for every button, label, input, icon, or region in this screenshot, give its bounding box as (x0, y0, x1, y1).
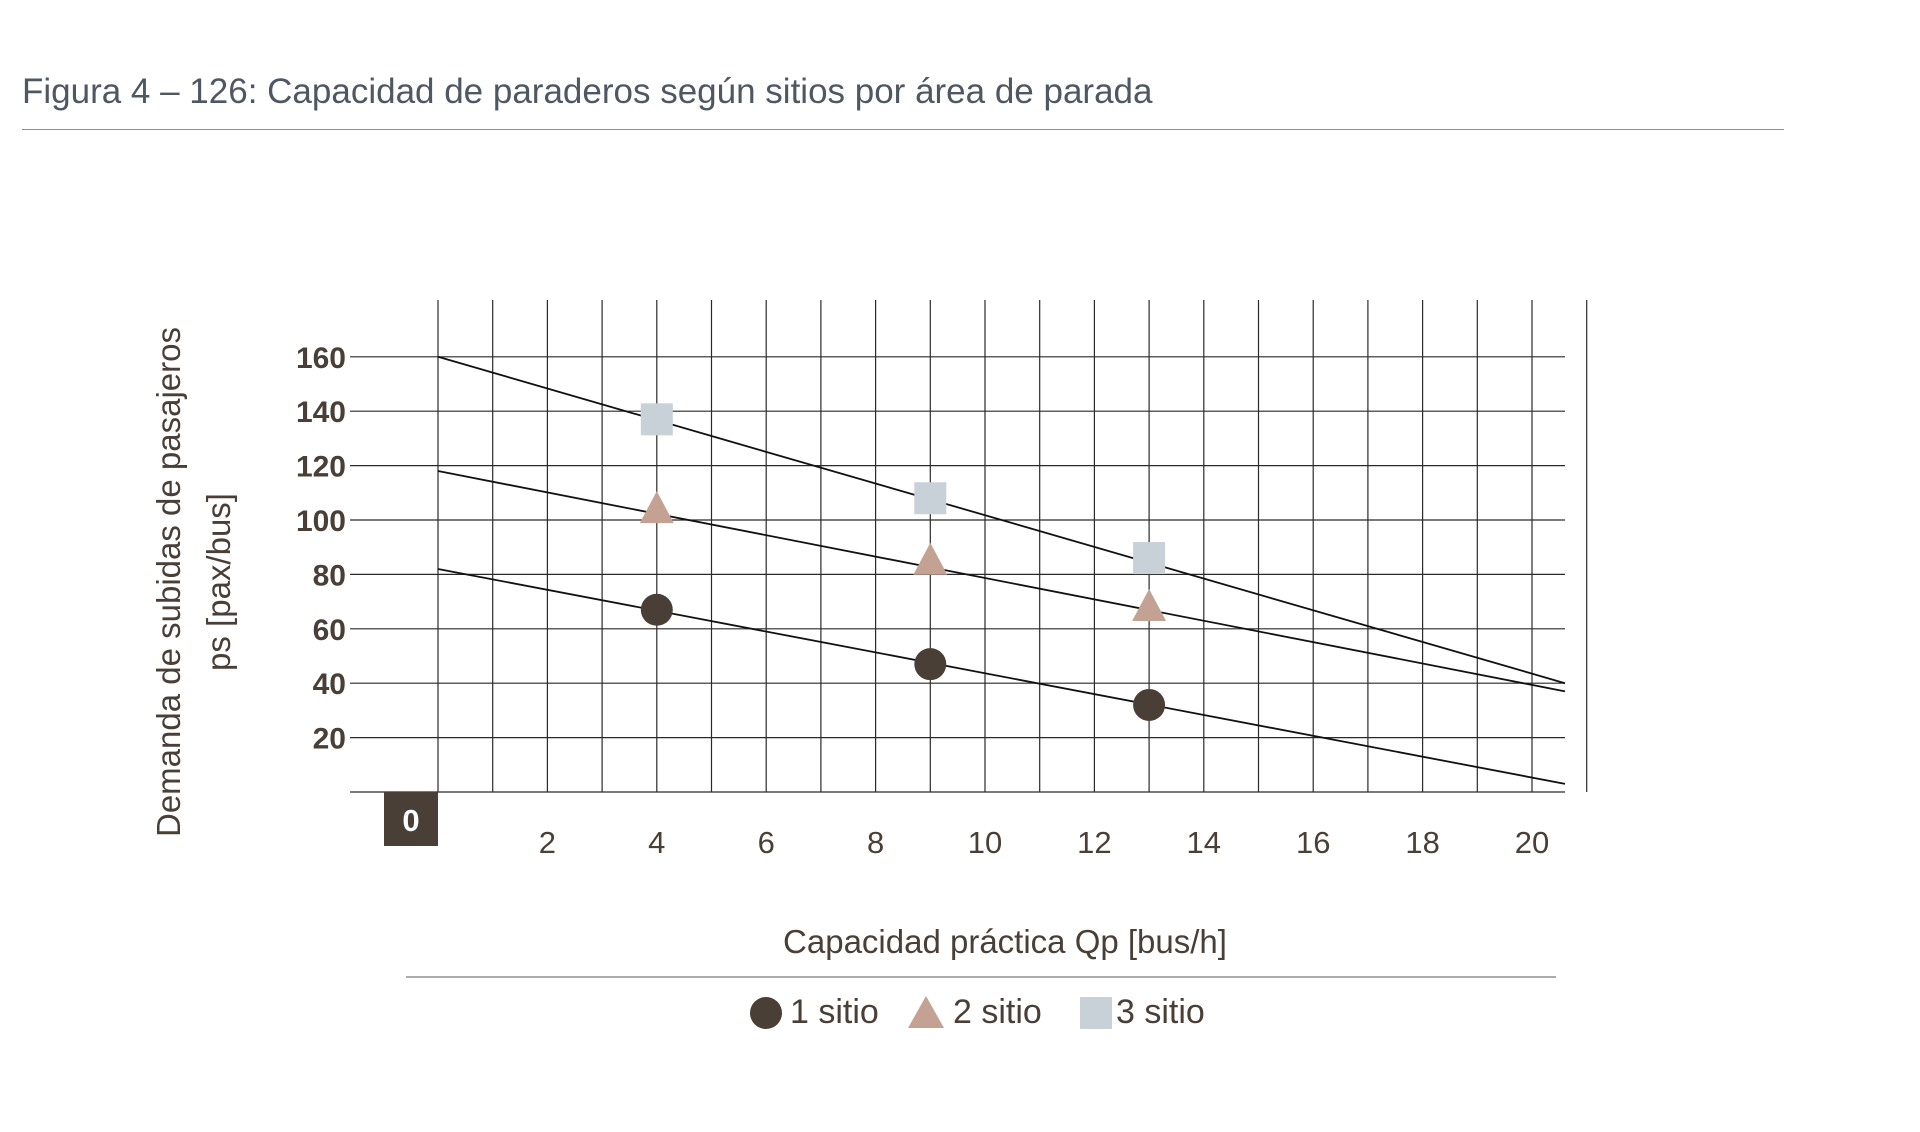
x-tick-label: 8 (867, 825, 884, 860)
x-axis-ticks: 2 4 6 8 10 12 14 16 18 20 (539, 825, 1549, 860)
data-point-triangle (1132, 589, 1167, 622)
data-point-square (1133, 542, 1166, 575)
x-tick-label: 16 (1296, 825, 1330, 860)
grid (350, 300, 1588, 793)
data-point-circle (1133, 688, 1166, 721)
x-tick-label: 20 (1515, 825, 1549, 860)
x-tick-label: 12 (1077, 825, 1111, 860)
y-tick-label: 140 (296, 396, 346, 429)
origin-box (384, 792, 438, 846)
y-axis-label-line-2: ps [pax/bus] (200, 493, 237, 671)
figure-title: Figura 4 – 126: Capacidad de paraderos s… (22, 72, 1153, 111)
x-tick-label: 2 (539, 825, 556, 860)
x-tick-label: 18 (1405, 825, 1439, 860)
x-tick-label: 10 (968, 825, 1002, 860)
trend-lines (437, 355, 1566, 785)
data-markers (639, 403, 1167, 721)
y-tick-label: 80 (313, 559, 346, 592)
y-axis-label: Demanda de subidas de pasajeros ps [pax/… (150, 327, 237, 837)
trend-line (437, 470, 1566, 693)
data-point-triangle (913, 542, 948, 575)
y-tick-label: 40 (313, 668, 346, 701)
y-tick-label: 20 (313, 723, 346, 756)
data-point-triangle (639, 491, 674, 524)
y-tick-label: 120 (296, 451, 346, 484)
legend-label-3-sitio: 3 sitio (1116, 993, 1205, 1031)
y-axis-label-line-1: Demanda de subidas de pasajeros (150, 327, 187, 837)
data-point-square (640, 403, 673, 436)
y-tick-label: 60 (313, 614, 346, 647)
data-point-circle (914, 648, 947, 681)
trend-line (437, 568, 1566, 785)
y-tick-label: 100 (296, 505, 346, 538)
origin-label: 0 (402, 803, 419, 838)
legend-label-1-sitio: 1 sitio (790, 993, 879, 1031)
y-tick-label: 160 (296, 342, 346, 375)
legend-marker-1-sitio (750, 997, 782, 1029)
legend-marker-3-sitio (1080, 997, 1112, 1029)
x-tick-label: 6 (758, 825, 775, 860)
legend-label-2-sitio: 2 sitio (953, 993, 1042, 1031)
trend-line (437, 355, 1566, 685)
legend-marker-2-sitio (908, 996, 944, 1028)
x-tick-label: 14 (1187, 825, 1221, 860)
data-point-square (914, 482, 947, 515)
x-axis-label: Capacidad práctica Qp [bus/h] (783, 923, 1227, 960)
x-tick-label: 4 (648, 825, 665, 860)
legend: 1 sitio 2 sitio 3 sitio (750, 993, 1205, 1031)
data-point-circle (640, 593, 673, 626)
title-divider (22, 129, 1784, 130)
y-axis-ticks: 20 40 60 80 100 120 140 160 (296, 342, 346, 756)
